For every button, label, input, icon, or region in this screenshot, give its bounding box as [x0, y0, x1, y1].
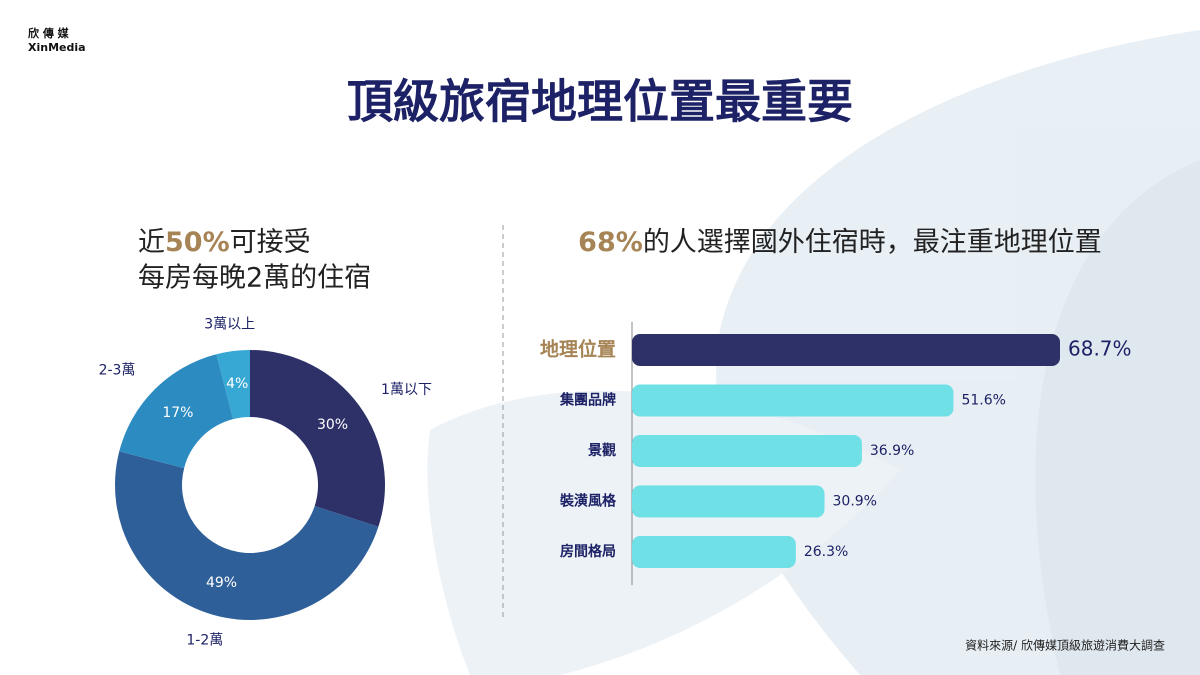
- category-label: 集團品牌: [559, 392, 616, 409]
- source: 資料來源/ 欣傳媒頂級旅遊消費大調查: [965, 638, 1165, 653]
- donut-slice: [114, 451, 379, 621]
- category-label: 地理位置: [540, 338, 616, 361]
- category-label: 裝潢風格: [559, 493, 617, 510]
- title-part: 50%: [165, 227, 230, 258]
- title-part: 近: [138, 227, 165, 258]
- title-part: 的人選擇國外住宿時，最注重地理位置: [643, 227, 1102, 258]
- value-label: 26.3%: [804, 544, 848, 560]
- chart-title: 近50%可接受: [138, 227, 311, 258]
- bg-shape: [1035, 160, 1200, 675]
- bar: [632, 384, 954, 417]
- logo-cn: 欣 傳 媒: [28, 26, 70, 40]
- category-label: 2-3萬: [99, 362, 136, 378]
- category-label: 房間格局: [560, 543, 616, 560]
- bar: [632, 334, 1061, 366]
- bar: [632, 435, 862, 467]
- category-label: 1萬以下: [381, 382, 432, 398]
- category-label: 景觀: [588, 442, 616, 459]
- donut-slice: [250, 350, 385, 527]
- title-part: 68%: [578, 227, 643, 258]
- title-part: 可接受: [230, 227, 311, 258]
- bar: [632, 536, 796, 568]
- value-label: 51.6%: [961, 393, 1005, 409]
- value-label: 30%: [317, 417, 348, 433]
- bar: [632, 485, 825, 518]
- logo-en: XinMedia: [28, 41, 86, 54]
- category-label: 1-2萬: [186, 633, 223, 649]
- category-label: 3萬以上: [204, 316, 255, 332]
- value-label: 36.9%: [870, 443, 914, 459]
- donut-slice: [119, 354, 234, 469]
- chart-subtitle: 每房每晚2萬的住宿: [138, 263, 371, 294]
- value-label: 17%: [162, 405, 193, 421]
- value-label: 49%: [206, 575, 237, 591]
- donut-slice: [216, 350, 250, 420]
- value-label: 4%: [226, 376, 248, 392]
- value-label: 30.9%: [833, 494, 877, 510]
- page-title: 頂級旅宿地理位置最重要: [347, 75, 853, 129]
- value-label: 68.7%: [1068, 337, 1132, 361]
- chart-title: 68%的人選擇國外住宿時，最注重地理位置: [578, 227, 1102, 258]
